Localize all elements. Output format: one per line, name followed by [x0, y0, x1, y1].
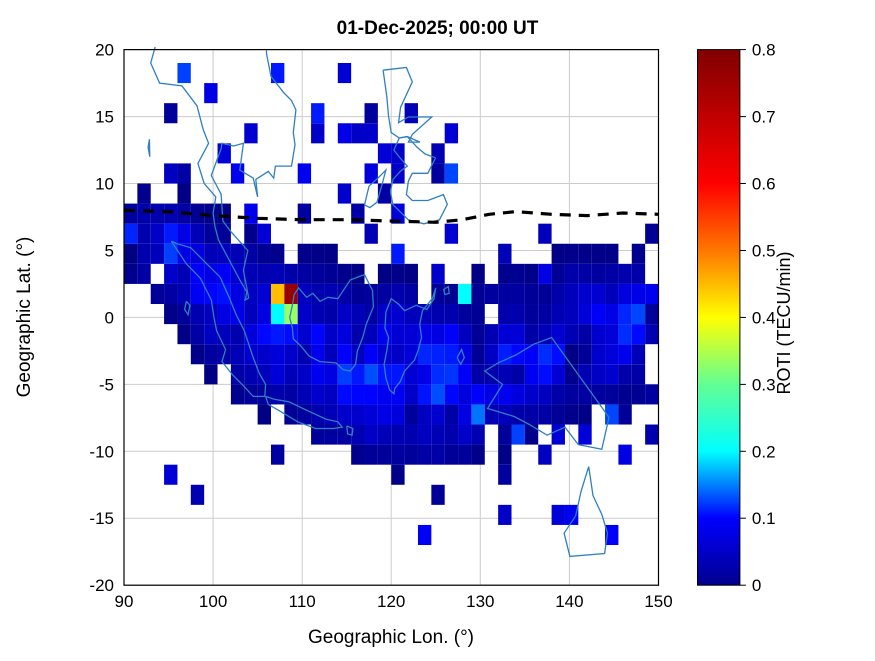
svg-text:100: 100: [199, 592, 227, 611]
svg-text:0.2: 0.2: [752, 442, 776, 461]
svg-text:120: 120: [377, 592, 405, 611]
svg-text:5: 5: [105, 242, 114, 261]
svg-text:150: 150: [644, 592, 672, 611]
svg-text:130: 130: [466, 592, 494, 611]
svg-text:10: 10: [95, 175, 114, 194]
svg-text:0.4: 0.4: [752, 308, 776, 327]
svg-text:0: 0: [105, 308, 114, 327]
svg-text:110: 110: [289, 592, 316, 611]
svg-text:15: 15: [95, 108, 114, 127]
svg-text:0.7: 0.7: [752, 108, 776, 127]
svg-text:0.1: 0.1: [752, 509, 776, 528]
svg-text:0.8: 0.8: [752, 41, 776, 60]
svg-text:0.3: 0.3: [752, 375, 776, 394]
svg-text:0.6: 0.6: [752, 175, 776, 194]
svg-text:-20: -20: [89, 576, 114, 595]
svg-text:140: 140: [555, 592, 583, 611]
svg-text:-15: -15: [89, 509, 114, 528]
svg-text:90: 90: [115, 592, 134, 611]
svg-text:Geographic Lat. (°): Geographic Lat. (°): [14, 237, 35, 398]
svg-text:20: 20: [95, 41, 114, 60]
svg-text:0.5: 0.5: [752, 242, 776, 261]
svg-text:Geographic Lon. (°): Geographic Lon. (°): [308, 627, 474, 648]
svg-text:0: 0: [752, 576, 761, 595]
svg-text:-10: -10: [89, 442, 114, 461]
svg-text:-5: -5: [99, 375, 114, 394]
svg-text:ROTI (TECU/min): ROTI (TECU/min): [774, 252, 794, 395]
